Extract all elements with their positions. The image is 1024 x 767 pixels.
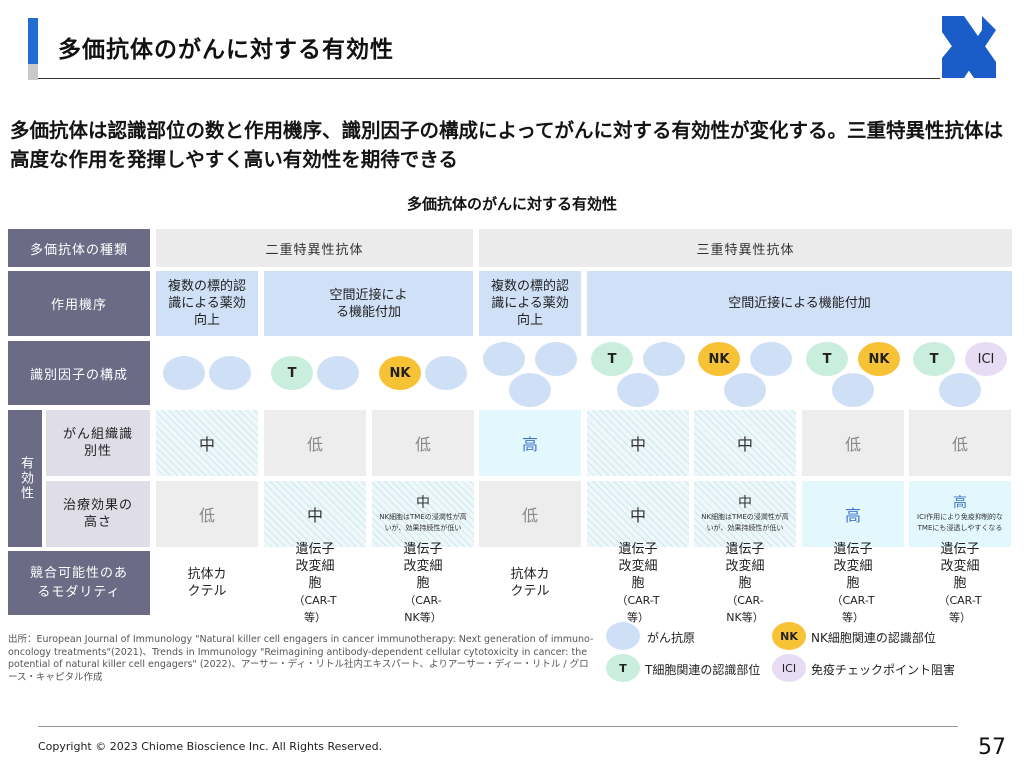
effect-value: 高	[802, 481, 904, 547]
recognition-value: 低	[909, 410, 1011, 476]
table-caption: 多価抗体のがんに対する有効性	[406, 195, 617, 213]
antigen-circle	[509, 373, 551, 407]
effect-note: NK細胞はTMEの浸潤性が高いが、効果持続性が低い	[701, 513, 789, 532]
efficacy-label-text: 有効性	[18, 456, 33, 501]
type-bispecific: 二重特異性抗体	[156, 229, 473, 267]
modality-cell: 遺伝子改変細胞 （CAR-NK等）	[372, 542, 474, 624]
modality-main: 遺伝子改変細胞	[725, 541, 765, 591]
factor-nk-circle: NK	[379, 356, 421, 390]
antigen-circle	[317, 356, 359, 390]
modality-cell: 遺伝子改変細胞 （CAR-T等）	[264, 542, 366, 624]
type-trispecific: 三重特異性抗体	[479, 229, 1012, 267]
legend-t-label: T細胞関連の認識部位	[645, 663, 761, 677]
modality-main: 遺伝子改変細胞	[940, 541, 980, 591]
effect-value: 中	[416, 495, 430, 511]
mechanism-proximity-bi: 空間近接による機能付加	[264, 271, 473, 336]
recognition-value: 低	[264, 410, 366, 476]
antigen-circle	[617, 373, 659, 407]
modality-sub: （CAR-T等）	[293, 593, 337, 624]
recognition-value: 低	[372, 410, 474, 476]
effect-note: ICI作用により免疫抑制的なTMEにも浸透しやすくなる	[917, 513, 1003, 532]
title-divider	[38, 78, 940, 79]
effect-cell: 中 NK細胞はTMEの浸潤性が高いが、効果持続性が低い	[372, 481, 474, 547]
legend-t-swatch: T	[606, 654, 640, 682]
effect-value: 中	[738, 495, 752, 511]
modality-sub: （CAR-NK等）	[404, 593, 442, 624]
modality-main: 抗体カクテル	[510, 567, 550, 599]
factor-t-circle: T	[913, 342, 955, 376]
legend-ici-label: 免疫チェックポイント阻害	[811, 663, 956, 677]
antigen-circle	[724, 373, 766, 407]
antigen-circle	[535, 342, 577, 376]
antigen-circle	[939, 373, 981, 407]
effect-value: 低	[156, 481, 258, 547]
mechanism-multi-target-tri: 複数の標的認識による薬効向上	[479, 271, 581, 336]
x-logo-icon	[942, 16, 996, 78]
mechanism-multi-target-bi: 複数の標的認識による薬効向上	[156, 271, 258, 336]
legend-nk-label: NK細胞関連の認識部位	[811, 631, 936, 645]
antigen-circle	[163, 356, 205, 390]
antigen-circle	[643, 342, 685, 376]
recognition-value: 高	[479, 410, 581, 476]
row-label-treatment-effect: 治療効果の高さ	[46, 481, 150, 547]
modality-sub: （CAR-T等）	[831, 593, 875, 624]
modality-cell: 抗体カクテル	[156, 551, 258, 615]
modality-sub: （CAR-T等）	[938, 593, 982, 624]
source-note: 出所：European Journal of Immunology "Natur…	[8, 634, 594, 683]
recognition-value: 中	[694, 410, 796, 476]
legend-antigen-label: がん抗原	[647, 631, 696, 645]
copyright: Copyright © 2023 Chiome Bioscience Inc. …	[38, 740, 383, 753]
effect-value: 低	[479, 481, 581, 547]
factor-ici-circle: ICI	[965, 342, 1007, 376]
antigen-circle	[209, 356, 251, 390]
footer-divider	[38, 726, 958, 727]
modality-main: 遺伝子改変細胞	[618, 541, 658, 591]
modality-cell: 抗体カクテル	[479, 551, 581, 615]
row-label-mechanism: 作用機序	[8, 271, 150, 336]
factor-t-circle: T	[591, 342, 633, 376]
legend-ici-swatch: ICI	[772, 654, 806, 682]
antigen-circle	[425, 356, 467, 390]
page-title: 多価抗体のがんに対する有効性	[58, 37, 394, 63]
modality-sub: （CAR-T等）	[616, 593, 660, 624]
antigen-circle	[832, 373, 874, 407]
effect-value: 中	[264, 481, 366, 547]
antigen-circle	[483, 342, 525, 376]
modality-cell: 遺伝子改変細胞 （CAR-T等）	[909, 542, 1011, 624]
modality-main: 抗体カクテル	[187, 567, 227, 599]
effect-cell: 高 ICI作用により免疫抑制的なTMEにも浸透しやすくなる	[909, 481, 1011, 547]
effect-cell: 中 NK細胞はTMEの浸潤性が高いが、効果持続性が低い	[694, 481, 796, 547]
modality-main: 遺伝子改変細胞	[295, 541, 335, 591]
title-accent-bar-grey	[28, 64, 38, 80]
factor-nk-circle: NK	[698, 342, 740, 376]
recognition-value: 低	[802, 410, 904, 476]
factor-t-circle: T	[271, 356, 313, 390]
factor-t-circle: T	[806, 342, 848, 376]
row-label-modality: 競合可能性のあるモダリティ	[8, 551, 150, 615]
recognition-value: 中	[156, 410, 258, 476]
mechanism-proximity-tri: 空間近接による機能付加	[587, 271, 1012, 336]
modality-cell: 遺伝子改変細胞 （CAR-NK等）	[694, 542, 796, 624]
modality-cell: 遺伝子改変細胞 （CAR-T等）	[587, 542, 689, 624]
modality-sub: （CAR-NK等）	[726, 593, 764, 624]
effect-value: 高	[953, 495, 967, 511]
row-label-type: 多価抗体の種類	[8, 229, 150, 267]
modality-main: 遺伝子改変細胞	[403, 541, 443, 591]
row-label-tumor-recognition: がん組織識別性	[46, 410, 150, 476]
row-label-composition: 識別因子の構成	[8, 341, 150, 405]
effect-note: NK細胞はTMEの浸潤性が高いが、効果持続性が低い	[379, 513, 467, 532]
page-number: 57	[978, 735, 1006, 760]
modality-main: 遺伝子改変細胞	[833, 541, 873, 591]
headline: 多価抗体は認識部位の数と作用機序、識別因子の構成によってがんに対する有効性が変化…	[10, 119, 1003, 171]
modality-cell: 遺伝子改変細胞 （CAR-T等）	[802, 542, 904, 624]
row-label-efficacy: 有効性	[8, 410, 42, 547]
recognition-value: 中	[587, 410, 689, 476]
antigen-circle	[750, 342, 792, 376]
legend-nk-swatch: NK	[772, 622, 806, 650]
title-accent-bar	[28, 18, 38, 64]
effect-value: 中	[587, 481, 689, 547]
factor-nk-circle: NK	[858, 342, 900, 376]
legend-antigen-swatch	[606, 622, 640, 650]
